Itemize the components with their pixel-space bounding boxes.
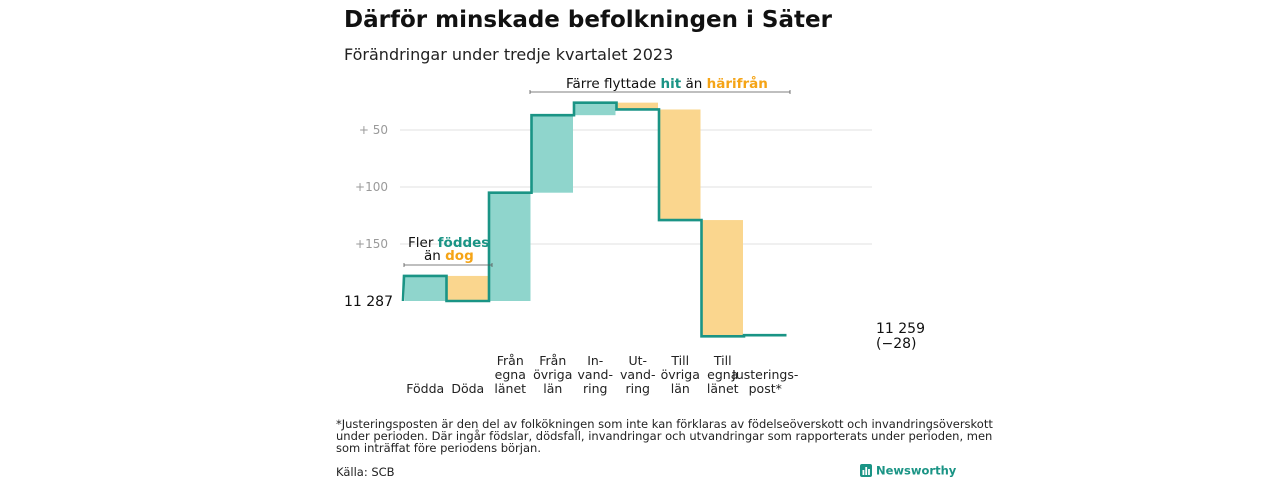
waterfall-bar-4 xyxy=(575,102,616,116)
chart-title: Därför minskade befolkningen i Säter xyxy=(344,7,833,33)
annotation-births-text-1: Fler xyxy=(408,235,438,251)
source-label: Källa: SCB xyxy=(336,465,395,479)
category-label-6: Till övriga län xyxy=(661,353,700,396)
chart-subtitle: Förändringar under tredje kvartalet 2023 xyxy=(344,45,673,64)
category-label-3: Från övriga län xyxy=(533,353,572,396)
annotation-moves: Färre flyttade hit än härifrån xyxy=(529,75,791,94)
y-tick-label-100: +100 xyxy=(355,180,388,194)
waterfall-bar-3 xyxy=(532,115,573,193)
end-value-label: 11 259 xyxy=(876,321,925,337)
category-label-2: Från egna länet xyxy=(494,353,526,396)
annotation-births: Fler föddes än dog xyxy=(403,235,493,267)
start-value-label: 11 287 xyxy=(344,294,393,310)
footnote-line-2: under perioden. Där ingår födslar, dödsf… xyxy=(336,429,992,443)
annotation-births-highlight-foddes: föddes xyxy=(438,235,490,251)
y-tick-label-150: + 50 xyxy=(359,123,388,137)
footnote-line-3: som inträffat före periodens början. xyxy=(336,441,541,455)
category-label-4: In-vand-ring xyxy=(578,353,613,396)
step-line-layer xyxy=(401,101,787,338)
waterfall-bar-6 xyxy=(660,109,701,221)
waterfall-bar-2 xyxy=(490,192,531,301)
waterfall-bar-5 xyxy=(617,102,658,110)
waterfall-bar-1 xyxy=(447,275,488,301)
category-label-0: Födda xyxy=(406,381,444,396)
newsworthy-logo-text: Newsworthy xyxy=(876,464,957,478)
waterfall-bar-0 xyxy=(405,275,446,301)
category-label-7: Till egna länet xyxy=(707,353,739,396)
annotation-moves-highlight-hit: hit xyxy=(660,76,681,92)
bar-layer xyxy=(405,102,786,337)
annotation-births-text-2: än xyxy=(424,248,445,264)
waterfall-bar-7 xyxy=(702,220,743,337)
newsworthy-logo: Newsworthy xyxy=(860,464,957,478)
footnote-line-1: *Justeringsposten är den del av folkökni… xyxy=(336,417,993,431)
annotation-moves-text-1: Färre flyttade xyxy=(566,76,660,92)
svg-text:än dog: än dog xyxy=(424,248,474,264)
annotation-moves-text-2: än xyxy=(681,76,706,92)
y-tick-label-50: +150 xyxy=(355,237,388,251)
category-label-1: Döda xyxy=(451,381,484,396)
svg-text:Fler föddes: Fler föddes xyxy=(408,235,489,251)
category-label-8: Justerings-post* xyxy=(731,367,798,396)
end-change-label: (−28) xyxy=(876,336,916,352)
annotation-births-highlight-dog: dog xyxy=(445,248,474,264)
svg-text:Färre flyttade hit än härifrån: Färre flyttade hit än härifrån xyxy=(566,75,768,92)
annotation-moves-highlight-harifran: härifrån xyxy=(707,75,768,92)
step-line xyxy=(401,101,787,338)
grid-layer: +150 +100 + 50 xyxy=(355,123,872,251)
category-label-5: Ut-vand-ring xyxy=(620,353,655,396)
